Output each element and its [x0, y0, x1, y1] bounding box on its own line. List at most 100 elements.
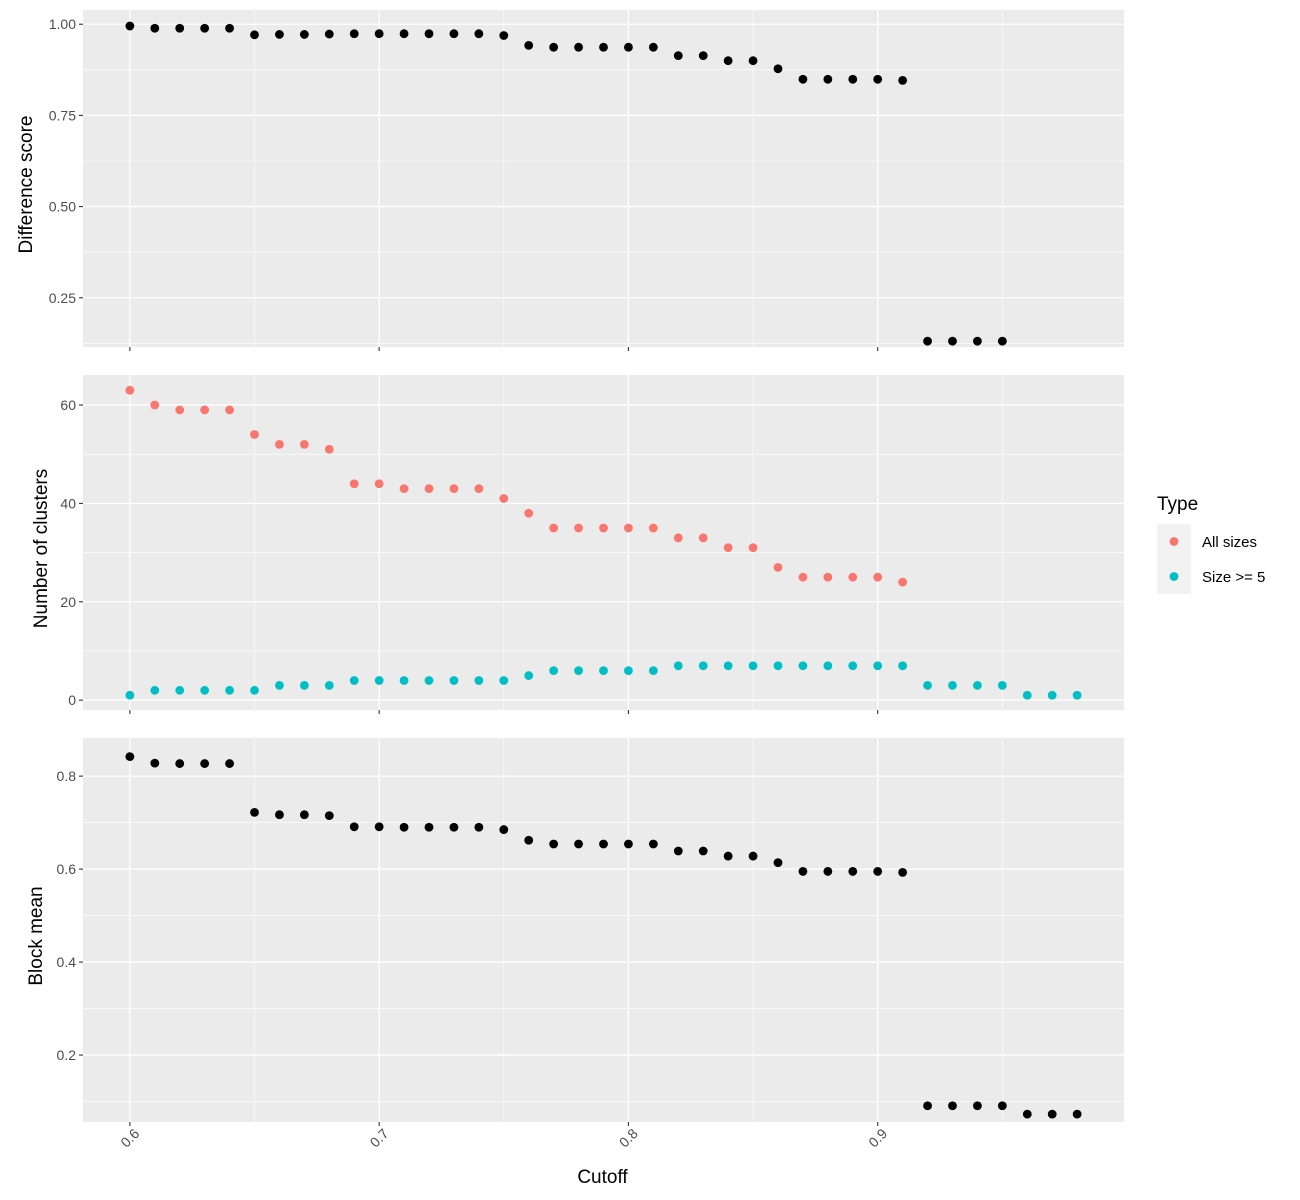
data-point [873, 74, 883, 84]
legend-entries: All sizes Size >= 5 [1157, 524, 1265, 594]
data-point [648, 839, 658, 849]
data-point [474, 29, 484, 39]
data-point [250, 807, 259, 817]
data-point [200, 685, 210, 695]
data-point [225, 405, 234, 415]
data-point [624, 523, 633, 533]
data-point [1022, 690, 1032, 700]
data-point [673, 846, 683, 856]
data-point [599, 666, 608, 676]
data-point [848, 867, 858, 876]
data-point [349, 822, 359, 832]
data-point [973, 681, 982, 690]
legend-key-point [1169, 537, 1179, 546]
data-point [773, 64, 783, 74]
data-point [948, 1101, 957, 1111]
data-point [923, 336, 932, 346]
data-point [648, 666, 658, 676]
data-point [399, 484, 409, 494]
data-point [823, 572, 833, 582]
data-point [200, 759, 210, 768]
x-tick-label: 0.6 [117, 1125, 142, 1150]
series-1 [125, 752, 1082, 1119]
data-point [175, 405, 185, 415]
y-tick-label: 0.25 [49, 290, 76, 306]
data-point [324, 444, 334, 454]
y-tick-label: 0.2 [57, 1047, 77, 1063]
panel-background [83, 375, 1124, 710]
data-point [823, 867, 833, 876]
data-point [424, 484, 434, 494]
data-point [474, 484, 484, 494]
series-1 [125, 385, 908, 587]
data-point [997, 336, 1007, 346]
data-point [673, 661, 683, 671]
data-point [125, 385, 135, 395]
data-point [997, 681, 1007, 690]
data-point [873, 572, 883, 582]
data-point [299, 30, 309, 39]
data-point [1072, 690, 1082, 700]
data-point [848, 572, 858, 582]
data-point [324, 681, 334, 690]
data-point [1072, 1109, 1082, 1119]
data-point [574, 42, 583, 52]
data-point [599, 523, 608, 533]
legend-key-point [1169, 572, 1179, 581]
x-tick-label: 0.9 [865, 1125, 890, 1150]
data-point [549, 666, 559, 676]
data-point [624, 42, 633, 52]
data-point [997, 1101, 1007, 1111]
y-tick-label: 20 [60, 594, 76, 610]
data-point [175, 23, 185, 33]
data-point [798, 74, 808, 84]
data-point [748, 543, 758, 553]
data-point [648, 523, 658, 533]
data-point [399, 822, 409, 832]
data-point [773, 562, 783, 572]
x-tick-label: 0.8 [616, 1125, 641, 1150]
data-point [723, 851, 733, 861]
data-point [150, 685, 160, 695]
data-point [898, 867, 908, 877]
data-point [648, 42, 658, 52]
data-point [324, 29, 334, 39]
data-point [275, 439, 284, 449]
data-point [624, 839, 633, 849]
data-point [748, 851, 758, 861]
data-point [324, 811, 334, 821]
data-point [275, 30, 284, 39]
data-point [349, 479, 359, 489]
y-tick-label: 40 [60, 495, 76, 511]
data-point [549, 42, 559, 52]
legend-label: All sizes [1202, 534, 1257, 551]
data-point [175, 685, 185, 695]
data-point [524, 508, 534, 518]
data-point [549, 523, 559, 533]
panel-2: 0 20 40 60 Number of clusters [31, 375, 1124, 714]
data-point [299, 810, 309, 820]
data-point [449, 29, 459, 39]
y-tick-label: 0.50 [49, 199, 76, 215]
data-point [374, 29, 384, 39]
y-axis-title: Block mean [26, 886, 47, 985]
data-point [125, 690, 135, 700]
y-tick-label: 0.6 [57, 861, 77, 877]
data-point [723, 56, 733, 66]
x-tick-label: 0.7 [367, 1125, 392, 1150]
data-point [698, 533, 708, 543]
data-point [349, 676, 359, 685]
data-point [898, 75, 908, 85]
data-point [524, 835, 534, 845]
data-point [574, 523, 583, 533]
y-axis-title: Difference score [16, 116, 37, 254]
data-point [973, 336, 982, 346]
data-point [898, 577, 908, 587]
data-point [574, 666, 583, 676]
data-point [948, 336, 957, 346]
data-point [250, 430, 259, 439]
series-2 [125, 661, 1082, 700]
data-point [125, 752, 135, 761]
data-point [250, 685, 259, 695]
